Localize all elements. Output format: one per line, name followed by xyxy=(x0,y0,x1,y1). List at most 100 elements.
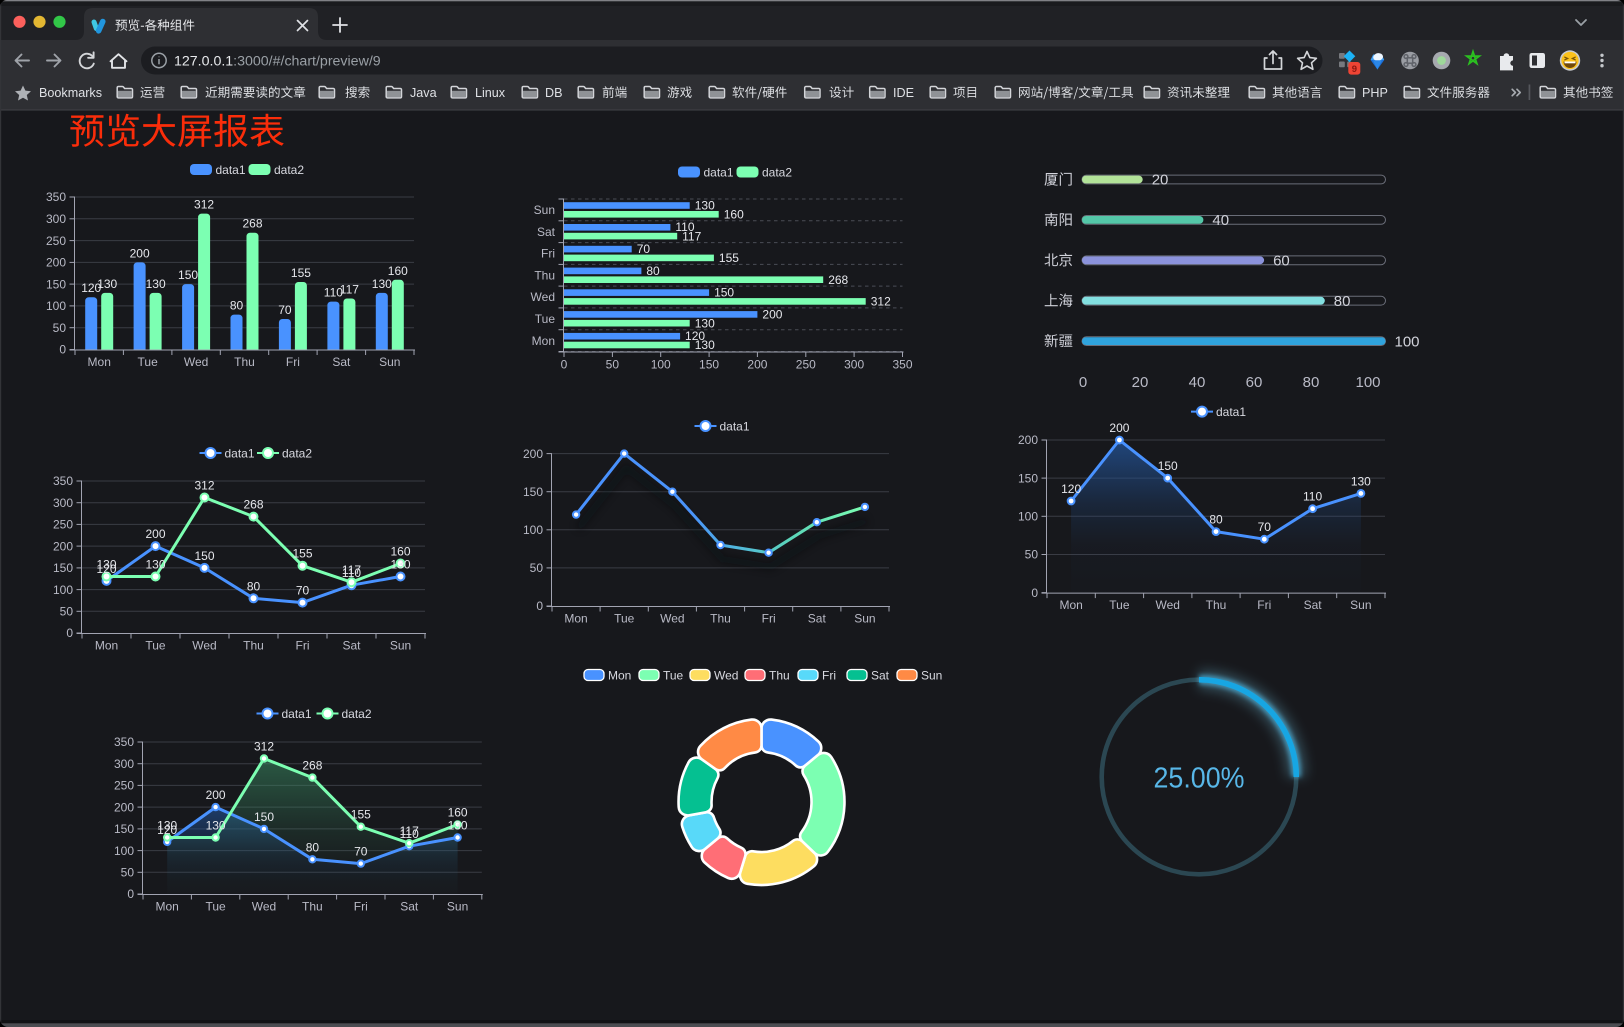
svg-text:268: 268 xyxy=(242,217,262,231)
svg-text:155: 155 xyxy=(291,266,311,280)
svg-text:0: 0 xyxy=(536,599,543,613)
svg-text:250: 250 xyxy=(53,518,73,532)
svg-text:150: 150 xyxy=(178,268,198,282)
svg-text:120: 120 xyxy=(81,281,101,295)
svg-text:150: 150 xyxy=(53,561,73,575)
svg-text:110: 110 xyxy=(675,220,694,234)
svg-text:200: 200 xyxy=(46,256,66,270)
svg-text:0: 0 xyxy=(59,343,66,357)
svg-text:110: 110 xyxy=(324,286,343,300)
svg-text:130: 130 xyxy=(145,558,165,572)
svg-text:200: 200 xyxy=(1018,433,1038,447)
svg-text:Tue: Tue xyxy=(138,355,159,369)
svg-text:80: 80 xyxy=(1209,513,1223,527)
svg-text:117: 117 xyxy=(342,563,361,577)
svg-text:Sat: Sat xyxy=(332,355,351,369)
svg-text:155: 155 xyxy=(719,251,739,265)
svg-text:data1: data1 xyxy=(704,165,734,179)
svg-text:70: 70 xyxy=(637,242,651,256)
svg-text:250: 250 xyxy=(46,234,66,248)
svg-text:350: 350 xyxy=(114,735,134,749)
svg-text:80: 80 xyxy=(1334,293,1351,310)
svg-text:Tue: Tue xyxy=(663,668,684,682)
svg-text:Sun: Sun xyxy=(379,355,400,369)
svg-text:350: 350 xyxy=(53,474,73,488)
svg-text:155: 155 xyxy=(292,547,312,561)
svg-text:Wed: Wed xyxy=(714,668,738,682)
svg-text:160: 160 xyxy=(388,264,408,278)
svg-text:Wed: Wed xyxy=(1155,598,1179,612)
svg-text:data2: data2 xyxy=(342,707,372,721)
svg-text:Sat: Sat xyxy=(808,612,827,626)
svg-text:250: 250 xyxy=(796,358,816,372)
svg-text:200: 200 xyxy=(130,246,150,260)
svg-text:Wed: Wed xyxy=(531,290,555,304)
svg-text:80: 80 xyxy=(306,840,320,854)
svg-text:350: 350 xyxy=(892,358,912,372)
svg-text:40: 40 xyxy=(1212,212,1229,229)
svg-text:130: 130 xyxy=(1351,474,1371,488)
svg-text:200: 200 xyxy=(53,539,73,553)
svg-text:250: 250 xyxy=(114,779,134,793)
svg-text:200: 200 xyxy=(747,358,767,372)
svg-text:Sun: Sun xyxy=(1350,598,1371,612)
svg-text:100: 100 xyxy=(1018,510,1038,524)
svg-text:117: 117 xyxy=(340,283,359,297)
svg-text:Bookmarks: Bookmarks xyxy=(39,86,102,100)
svg-text:312: 312 xyxy=(194,198,214,212)
svg-text:Sun: Sun xyxy=(447,900,468,914)
svg-text:0: 0 xyxy=(127,887,134,901)
svg-text:Wed: Wed xyxy=(192,639,216,653)
svg-text:200: 200 xyxy=(114,800,134,814)
svg-text:0: 0 xyxy=(561,358,568,372)
svg-text:20: 20 xyxy=(1132,374,1149,391)
svg-text:200: 200 xyxy=(206,788,226,802)
svg-text:110: 110 xyxy=(400,827,419,841)
svg-text:Wed: Wed xyxy=(184,355,208,369)
svg-text:Sat: Sat xyxy=(1304,598,1323,612)
svg-text:Sat: Sat xyxy=(400,900,419,914)
svg-text:130: 130 xyxy=(96,558,116,572)
svg-text:200: 200 xyxy=(145,527,165,541)
svg-text:Mon: Mon xyxy=(95,639,118,653)
svg-text:Mon: Mon xyxy=(1059,598,1082,612)
svg-text:Fri: Fri xyxy=(354,900,368,914)
svg-text:80: 80 xyxy=(247,579,261,593)
svg-text:130: 130 xyxy=(372,277,392,291)
svg-text:268: 268 xyxy=(828,273,848,287)
svg-text:160: 160 xyxy=(448,806,468,820)
svg-text:60: 60 xyxy=(1246,374,1263,391)
svg-text:160: 160 xyxy=(724,207,744,221)
svg-text:130: 130 xyxy=(448,819,468,833)
svg-text:80: 80 xyxy=(230,299,244,313)
svg-text:120: 120 xyxy=(685,329,705,343)
svg-text:100: 100 xyxy=(46,299,66,313)
svg-text:130: 130 xyxy=(695,198,715,212)
svg-text:200: 200 xyxy=(523,447,543,461)
svg-text:Thu: Thu xyxy=(534,268,555,282)
svg-text:120: 120 xyxy=(157,823,177,837)
svg-text:0: 0 xyxy=(1031,586,1038,600)
svg-text:117: 117 xyxy=(400,824,419,838)
svg-text:Mon: Mon xyxy=(88,355,111,369)
svg-text:Fri: Fri xyxy=(762,612,776,626)
svg-text:Tue: Tue xyxy=(145,639,166,653)
svg-text:160: 160 xyxy=(390,545,410,559)
svg-text:Wed: Wed xyxy=(252,900,276,914)
svg-text:312: 312 xyxy=(254,740,274,754)
svg-text:150: 150 xyxy=(699,358,719,372)
svg-text:70: 70 xyxy=(278,303,292,317)
svg-text:80: 80 xyxy=(646,264,660,278)
svg-text:300: 300 xyxy=(53,496,73,510)
svg-text:50: 50 xyxy=(60,604,74,618)
svg-text:70: 70 xyxy=(1258,520,1272,534)
svg-text:70: 70 xyxy=(354,845,368,859)
svg-text:Thu: Thu xyxy=(234,355,255,369)
svg-text:Sat: Sat xyxy=(537,225,556,239)
svg-text:130: 130 xyxy=(146,277,166,291)
svg-text:Tue: Tue xyxy=(535,312,556,326)
svg-text:40: 40 xyxy=(1189,374,1206,391)
svg-text:Tue: Tue xyxy=(614,612,635,626)
svg-text:100: 100 xyxy=(651,358,671,372)
svg-text:Mon: Mon xyxy=(608,668,631,682)
